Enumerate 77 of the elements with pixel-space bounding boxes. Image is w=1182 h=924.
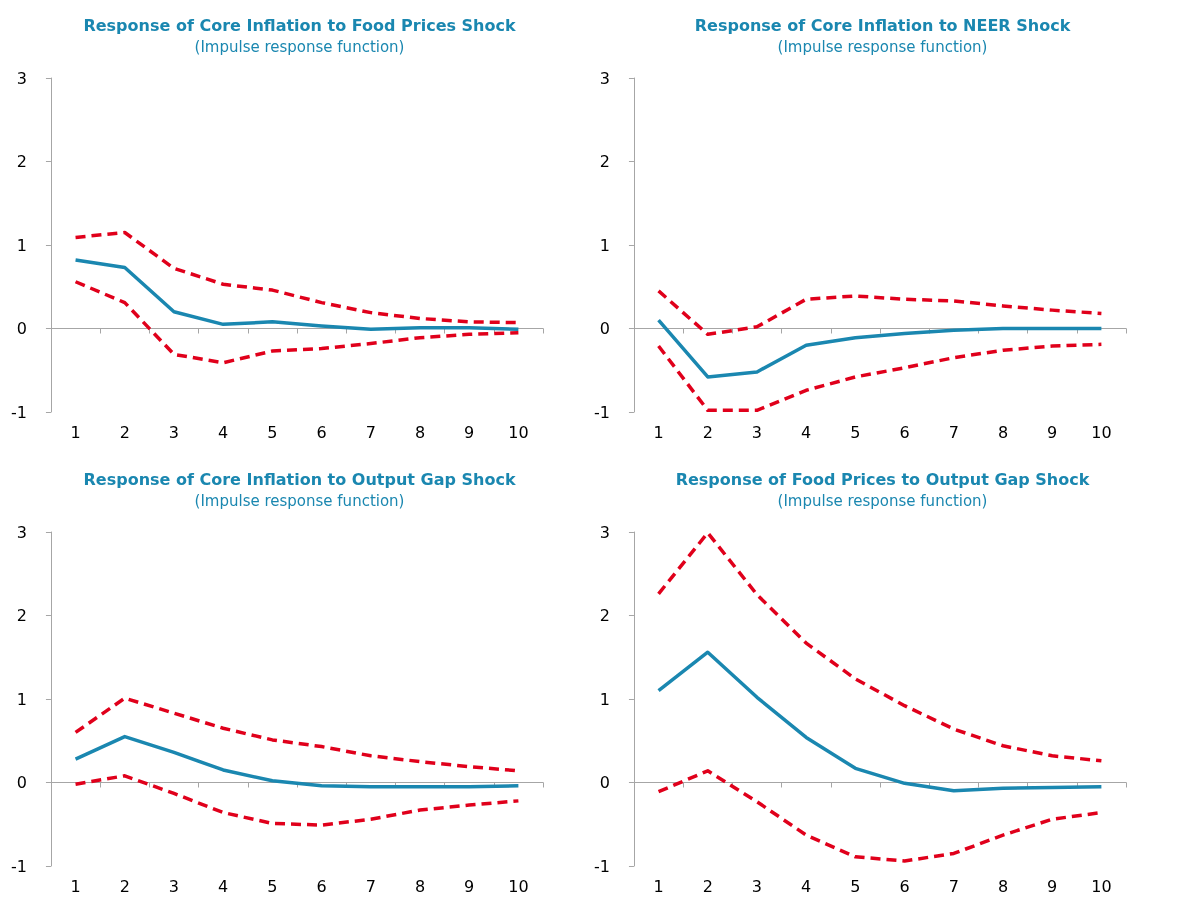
line-series [656, 531, 1104, 763]
x-tick-label: 9 [1047, 422, 1058, 442]
line-series [656, 289, 1104, 337]
line-series [73, 774, 521, 827]
x-tick-label: 10 [1091, 422, 1112, 442]
y-tick-label: 0 [16, 773, 27, 792]
x-tick-label: 6 [316, 876, 327, 896]
y-tick-label: -1 [594, 402, 610, 422]
y-tick-label: 2 [16, 152, 27, 171]
y-tick-label: 1 [16, 235, 27, 255]
x-tick-label: 9 [464, 876, 475, 896]
chart-subtitle: (Impulse response function) [777, 37, 988, 56]
x-tick-label: 3 [168, 422, 180, 442]
x-tick-label: 1 [70, 422, 81, 442]
line-series [656, 650, 1104, 793]
x-tick-label: 7 [365, 422, 376, 442]
x-tick-label: 10 [1091, 876, 1112, 896]
line-series [656, 342, 1104, 413]
x-tick-label: 7 [948, 422, 959, 442]
x-tick-label: 8 [997, 422, 1009, 442]
x-tick-label: 10 [508, 422, 529, 442]
x-tick-label: 4 [218, 422, 229, 442]
line-series [656, 318, 1104, 379]
x-tick-label: 5 [267, 876, 278, 896]
line-series [73, 734, 521, 789]
chart-subtitle: (Impulse response function) [194, 37, 405, 56]
y-tick-label: -1 [11, 402, 27, 422]
y-tick-label: 0 [599, 319, 610, 338]
x-tick-label: 8 [414, 876, 426, 896]
y-tick-label: 1 [16, 689, 27, 709]
x-tick-label: 4 [218, 876, 229, 896]
y-tick-label: 3 [16, 68, 27, 88]
y-tick-label: 0 [16, 319, 27, 338]
y-tick-label: 2 [599, 152, 610, 171]
x-tick-label: 7 [948, 876, 959, 896]
line-series [73, 258, 521, 332]
x-tick-label: 8 [414, 422, 426, 442]
x-tick-label: 5 [850, 876, 861, 896]
chart-subtitle: (Impulse response function) [194, 491, 405, 510]
x-tick-label: 8 [997, 876, 1009, 896]
y-tick-label: -1 [11, 856, 27, 876]
y-tick-label: 3 [599, 68, 610, 88]
chart-title: Response of Core Inflation to Output Gap Shock [83, 469, 516, 489]
x-tick-label: 1 [653, 876, 664, 896]
x-tick-label: 2 [119, 876, 130, 896]
x-tick-label: 9 [1047, 876, 1058, 896]
x-tick-label: 2 [702, 876, 713, 896]
chart-title: Response of Food Prices to Output Gap Shock [675, 469, 1090, 489]
y-tick-label: 1 [599, 689, 610, 709]
x-tick-label: 4 [801, 876, 812, 896]
y-tick-label: 0 [599, 773, 610, 792]
x-tick-label: 1 [70, 876, 81, 896]
x-tick-label: 6 [316, 422, 327, 442]
y-tick-label: 2 [16, 606, 27, 625]
x-tick-label: 6 [899, 422, 910, 442]
x-tick-label: 9 [464, 422, 475, 442]
y-tick-label: 3 [599, 522, 610, 542]
y-tick-label: 3 [16, 522, 27, 542]
x-tick-label: 3 [751, 422, 763, 442]
y-tick-label: 1 [599, 235, 610, 255]
y-tick-label: -1 [594, 856, 610, 876]
chart-subtitle: (Impulse response function) [777, 491, 988, 510]
x-tick-label: 6 [899, 876, 910, 896]
x-tick-label: 5 [850, 422, 861, 442]
line-series [73, 279, 521, 365]
x-tick-label: 4 [801, 422, 812, 442]
x-tick-label: 1 [653, 422, 664, 442]
x-tick-label: 7 [365, 876, 376, 896]
x-tick-label: 2 [702, 422, 713, 442]
y-tick-label: 2 [599, 606, 610, 625]
x-tick-label: 5 [267, 422, 278, 442]
x-tick-label: 2 [119, 422, 130, 442]
chart-title: Response of Core Inflation to NEER Shock [694, 15, 1071, 35]
x-tick-label: 3 [751, 876, 763, 896]
chart-title: Response of Core Inflation to Food Prices Shock [83, 15, 516, 35]
x-tick-label: 10 [508, 876, 529, 896]
x-tick-label: 3 [168, 876, 180, 896]
